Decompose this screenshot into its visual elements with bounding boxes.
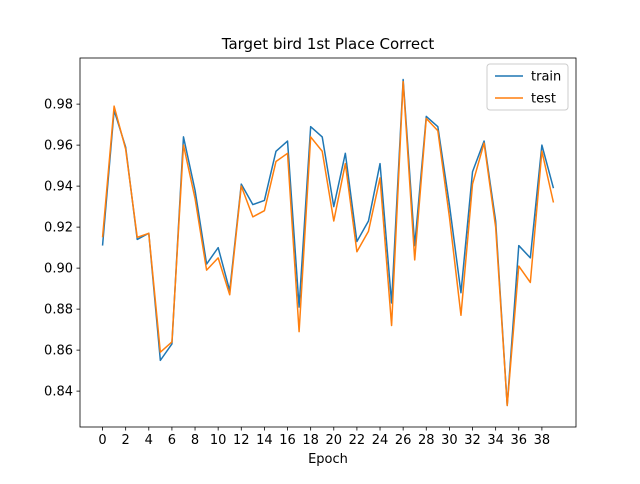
legend: train test: [486, 63, 569, 111]
plot-frame: [79, 57, 577, 428]
x-tick-label: 30: [441, 433, 458, 448]
legend-label-train: train: [531, 70, 561, 85]
series-line-test: [101, 80, 555, 407]
x-tick-label: 24: [372, 433, 389, 448]
y-tick-label: 0.88: [44, 303, 73, 318]
y-tick-label: 0.94: [44, 180, 73, 195]
x-tick-label: 20: [326, 433, 343, 448]
x-tick-label: 16: [279, 433, 296, 448]
legend-label-test: test: [531, 92, 556, 107]
x-tick-label: 0: [98, 433, 106, 448]
y-tick-label: 0.96: [44, 139, 73, 154]
y-tick-label: 0.86: [44, 344, 73, 359]
x-tick-label: 26: [395, 433, 412, 448]
x-tick-label: 38: [534, 433, 551, 448]
x-tick-label: 10: [210, 433, 227, 448]
y-tick-label: 0.92: [44, 221, 73, 236]
x-tick-label: 12: [233, 433, 250, 448]
y-tick-label: 0.98: [44, 98, 73, 113]
x-tick-label: 34: [487, 433, 504, 448]
x-tick-label: 2: [122, 433, 130, 448]
x-tick-label: 22: [349, 433, 366, 448]
x-tick-label: 18: [302, 433, 319, 448]
x-axis: 0 2 4 6 8 10 12 14 16 18 20 22 24 26 28 30 32 34 36 38: [98, 427, 550, 448]
y-tick-label: 0.90: [44, 262, 73, 277]
x-tick-label: 28: [418, 433, 435, 448]
x-tick-label: 6: [168, 433, 176, 448]
x-tick-label: 14: [256, 433, 273, 448]
x-tick-label: 8: [191, 433, 199, 448]
series-layer: [101, 78, 555, 407]
y-axis: 0.84 0.86 0.88 0.90 0.92 0.94 0.96 0.98: [44, 98, 80, 400]
x-tick-label: 32: [464, 433, 481, 448]
y-tick-label: 0.84: [44, 385, 73, 400]
x-tick-label: 4: [145, 433, 153, 448]
chart-title: Target bird 1st Place Correct: [221, 35, 435, 53]
x-axis-label: Epoch: [308, 452, 348, 467]
x-tick-label: 36: [510, 433, 527, 448]
